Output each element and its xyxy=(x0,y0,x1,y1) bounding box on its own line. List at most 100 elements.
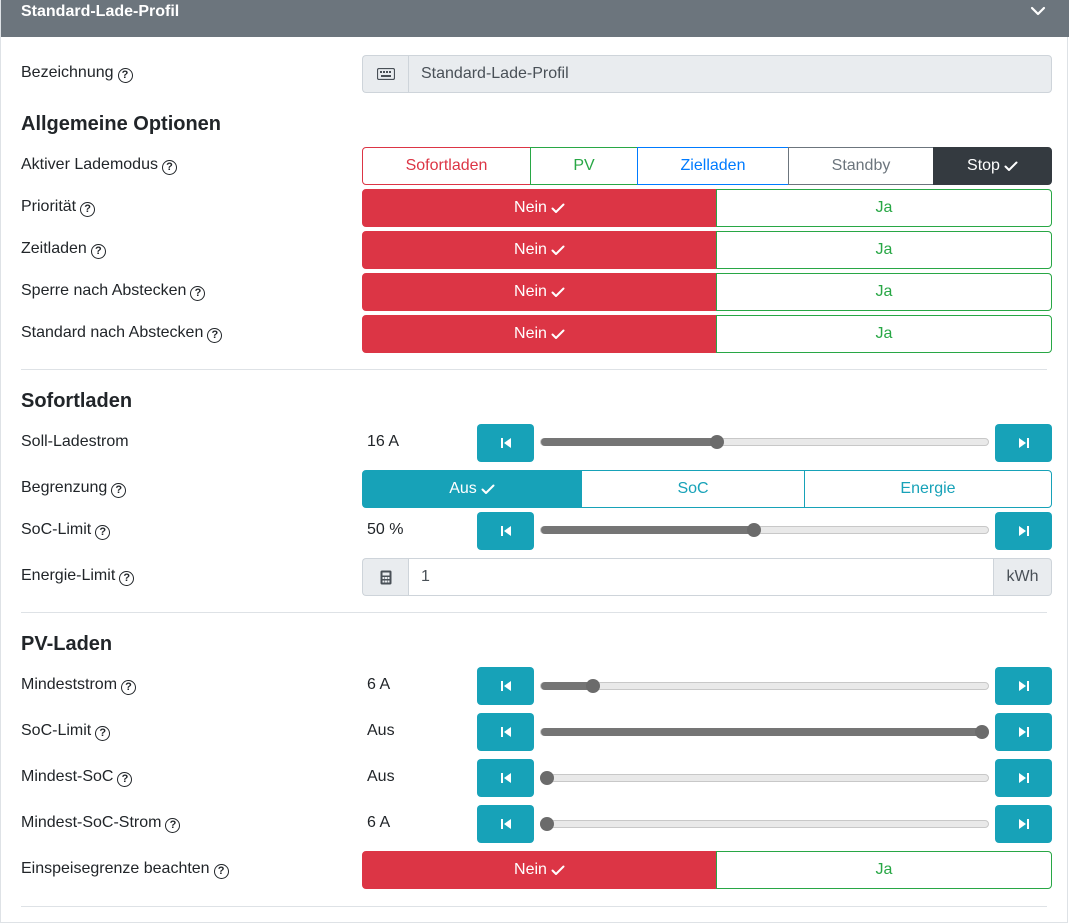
help-icon[interactable]: ? xyxy=(207,328,223,343)
begrenzung-energie-button[interactable]: Energie xyxy=(804,470,1052,508)
slider-thumb[interactable] xyxy=(746,523,761,537)
slider-track[interactable] xyxy=(540,725,989,739)
slider-track[interactable] xyxy=(540,435,989,449)
step-backward-button[interactable] xyxy=(477,424,534,462)
card-header[interactable]: Standard-Lade-Profil xyxy=(1,0,1069,37)
lademodus-zielladen-button[interactable]: Zielladen xyxy=(637,147,789,185)
help-icon[interactable]: ? xyxy=(95,525,111,540)
check-icon xyxy=(551,245,565,255)
energie-limit-input[interactable]: 1 xyxy=(408,558,994,596)
einspeisegrenze-nein-button[interactable]: Nein xyxy=(362,851,717,889)
slider-track[interactable] xyxy=(540,523,989,537)
begrenzung-label: Begrenzung? xyxy=(21,478,127,498)
step-forward-button[interactable] xyxy=(995,424,1052,462)
step-forward-icon xyxy=(1018,681,1029,691)
chevron-down-icon[interactable] xyxy=(1029,3,1047,19)
step-backward-icon xyxy=(500,773,511,783)
prioritaet-label: Priorität? xyxy=(21,197,96,217)
help-icon[interactable]: ? xyxy=(117,68,133,83)
lademodus-sofortladen-button[interactable]: Sofortladen xyxy=(362,147,531,185)
zeitladen-nein-button[interactable]: Nein xyxy=(362,231,717,269)
einspeisegrenze-ja-button[interactable]: Ja xyxy=(716,851,1052,889)
help-icon[interactable]: ? xyxy=(90,244,106,259)
zeitladen-toggle: Nein Ja xyxy=(362,231,1052,269)
step-backward-button[interactable] xyxy=(477,667,534,705)
step-backward-button[interactable] xyxy=(477,512,534,550)
help-icon[interactable]: ? xyxy=(80,202,96,217)
bezeichnung-input-group: Standard-Lade-Profil xyxy=(362,55,1052,93)
check-icon xyxy=(481,484,495,494)
help-icon[interactable]: ? xyxy=(161,160,177,175)
slider-thumb[interactable] xyxy=(975,725,989,739)
lademodus-standby-button[interactable]: Standby xyxy=(788,147,934,185)
lademodus-stop-button[interactable]: Stop xyxy=(933,147,1052,185)
lademodus-pv-button[interactable]: PV xyxy=(530,147,638,185)
standard-nein-button[interactable]: Nein xyxy=(362,315,717,353)
step-backward-icon xyxy=(500,727,511,737)
check-icon xyxy=(551,329,565,339)
sperre-toggle: Nein Ja xyxy=(362,273,1052,311)
step-forward-icon xyxy=(1018,438,1029,448)
step-forward-icon xyxy=(1018,727,1029,737)
help-icon[interactable]: ? xyxy=(165,818,181,833)
step-backward-button[interactable] xyxy=(477,805,534,843)
calculator-icon xyxy=(362,558,408,596)
begrenzung-soc-button[interactable]: SoC xyxy=(581,470,805,508)
help-icon[interactable]: ? xyxy=(117,772,133,787)
standard-ja-button[interactable]: Ja xyxy=(716,315,1052,353)
prioritaet-toggle: Nein Ja xyxy=(362,189,1052,227)
step-forward-button[interactable] xyxy=(995,759,1052,797)
standard-label: Standard nach Abstecken? xyxy=(21,323,223,343)
step-forward-icon xyxy=(1018,819,1029,829)
step-forward-button[interactable] xyxy=(995,713,1052,751)
zeitladen-ja-button[interactable]: Ja xyxy=(716,231,1052,269)
einspeisegrenze-label: Einspeisegrenze beachten? xyxy=(21,859,229,879)
slider-track[interactable] xyxy=(540,817,989,831)
slider-thumb[interactable] xyxy=(540,817,554,831)
step-forward-icon xyxy=(1018,526,1029,536)
unit-label: kWh xyxy=(994,558,1052,596)
soc-limit-label: SoC-Limit? xyxy=(21,520,111,540)
slider-thumb[interactable] xyxy=(709,435,724,449)
step-backward-icon xyxy=(500,681,511,691)
sperre-label: Sperre nach Abstecken? xyxy=(21,281,206,301)
step-backward-button[interactable] xyxy=(477,759,534,797)
help-icon[interactable]: ? xyxy=(95,726,111,741)
slider-thumb[interactable] xyxy=(585,679,600,693)
help-icon[interactable]: ? xyxy=(119,571,135,586)
mindeststrom-label: Mindeststrom? xyxy=(21,675,137,695)
divider xyxy=(21,906,1047,907)
help-icon[interactable]: ? xyxy=(190,286,206,301)
prioritaet-ja-button[interactable]: Ja xyxy=(716,189,1052,227)
step-forward-button[interactable] xyxy=(995,805,1052,843)
section-title-allgemein: Allgemeine Optionen xyxy=(21,113,222,135)
step-backward-button[interactable] xyxy=(477,713,534,751)
pv-soc-limit-label: SoC-Limit? xyxy=(21,721,111,741)
bezeichnung-input[interactable]: Standard-Lade-Profil xyxy=(408,55,1052,93)
zeitladen-label: Zeitladen? xyxy=(21,239,106,259)
mindest-soc-label: Mindest-SoC? xyxy=(21,767,133,787)
slider-fill xyxy=(541,526,754,534)
help-icon[interactable]: ? xyxy=(111,483,127,498)
check-icon xyxy=(551,203,565,213)
slider-fill xyxy=(541,438,717,446)
section-title-pvladen: PV-Laden xyxy=(21,633,113,655)
step-backward-icon xyxy=(500,438,511,448)
slider-track[interactable] xyxy=(540,771,989,785)
step-forward-icon xyxy=(1018,773,1029,783)
slider-thumb[interactable] xyxy=(540,771,554,785)
help-icon[interactable]: ? xyxy=(213,864,229,879)
help-icon[interactable]: ? xyxy=(121,680,137,695)
begrenzung-button-group: Aus SoC Energie xyxy=(362,470,1052,508)
sperre-ja-button[interactable]: Ja xyxy=(716,273,1052,311)
section-title-sofortladen: Sofortladen xyxy=(21,390,133,412)
slider-track[interactable] xyxy=(540,679,989,693)
einspeisegrenze-toggle: Nein Ja xyxy=(362,851,1052,889)
begrenzung-aus-button[interactable]: Aus xyxy=(362,470,582,508)
step-forward-button[interactable] xyxy=(995,512,1052,550)
sperre-nein-button[interactable]: Nein xyxy=(362,273,717,311)
prioritaet-nein-button[interactable]: Nein xyxy=(362,189,717,227)
soll-ladestrom-value: 16 A xyxy=(367,433,400,450)
step-forward-button[interactable] xyxy=(995,667,1052,705)
